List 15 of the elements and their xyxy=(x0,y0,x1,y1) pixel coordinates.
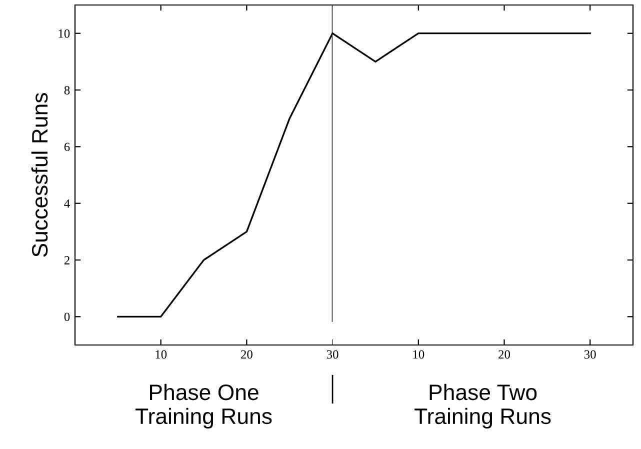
y-tick-label: 8 xyxy=(64,86,70,94)
y-tick-label: 6 xyxy=(64,142,70,152)
x-tick-label: 20 xyxy=(240,350,252,359)
text: Phase One Training Runs xyxy=(136,384,272,429)
x-tick-label: 10 xyxy=(413,350,424,359)
x-tick-label: 10 xyxy=(156,350,167,359)
y-tick-label: 10 xyxy=(58,29,70,38)
x-tick-label: 30 xyxy=(584,350,596,359)
text: Phase Two Training Runs xyxy=(414,384,551,429)
x-tick-label: 30 xyxy=(326,350,338,359)
x-tick-label: 20 xyxy=(498,350,510,359)
y-tick-label: 0 xyxy=(64,312,70,322)
y-axis-title: Successful Runs xyxy=(31,93,48,257)
y-tick-label: 4 xyxy=(64,199,70,208)
y-tick-label: 2 xyxy=(64,256,70,264)
